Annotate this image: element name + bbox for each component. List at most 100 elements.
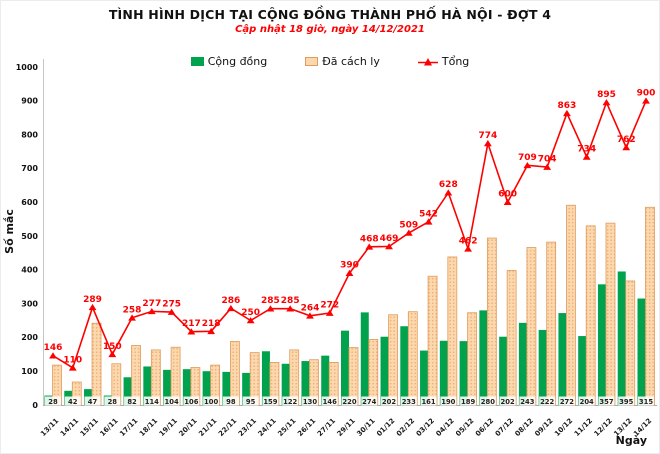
bar-cong-dong xyxy=(202,371,211,405)
bar-da-cach-ly xyxy=(348,347,359,406)
bar-da-cach-ly xyxy=(546,241,557,406)
x-tick-label: 12/12 xyxy=(593,417,614,438)
total-marker xyxy=(128,314,136,321)
x-tick-label: 14/11 xyxy=(59,417,80,438)
bar-da-cach-ly xyxy=(427,275,438,406)
total-value-label: 628 xyxy=(439,180,458,190)
total-marker xyxy=(286,305,295,312)
total-marker xyxy=(68,364,77,371)
total-value-label: 264 xyxy=(301,303,320,313)
bar-da-cach-ly xyxy=(486,237,497,406)
cong-dong-swatch-icon xyxy=(190,57,204,66)
y-tick-label: 0 xyxy=(32,401,38,410)
x-tick-label: 05/12 xyxy=(454,417,475,438)
community-label-bg xyxy=(400,396,417,406)
community-value-label: 202 xyxy=(501,398,515,406)
bar-cong-dong xyxy=(578,336,587,405)
community-label-bg xyxy=(163,396,180,406)
total-value-label: 285 xyxy=(261,296,280,306)
tong-line-marker-icon xyxy=(417,57,438,65)
y-tick-label: 100 xyxy=(21,367,38,376)
total-value-label: 734 xyxy=(577,144,596,154)
total-marker xyxy=(622,144,631,151)
legend-label: Cộng đồng xyxy=(207,55,268,68)
total-value-label: 542 xyxy=(419,209,438,219)
x-tick-label: 08/12 xyxy=(514,417,535,438)
y-tick-label: 600 xyxy=(21,198,38,207)
bar-da-cach-ly xyxy=(625,280,636,406)
x-tick-label: 02/12 xyxy=(395,417,416,438)
community-value-label: 161 xyxy=(421,398,435,406)
community-value-label: 190 xyxy=(441,398,455,406)
x-tick-label: 21/11 xyxy=(197,417,218,438)
total-value-label: 704 xyxy=(538,155,557,165)
community-value-label: 222 xyxy=(540,398,554,406)
total-marker xyxy=(167,308,176,315)
x-tick-label: 22/11 xyxy=(217,417,238,438)
y-tick-label: 300 xyxy=(21,299,38,308)
legend-label: Tổng xyxy=(441,55,470,68)
bar-cong-dong xyxy=(341,330,349,405)
community-value-label: 95 xyxy=(246,398,256,406)
bar-cong-dong xyxy=(558,313,567,405)
x-tick-label: 09/12 xyxy=(533,417,554,438)
page-title: TÌNH HÌNH DỊCH TẠI CỘNG ĐỒNG THÀNH PHỐ H… xyxy=(108,7,552,22)
x-tick-label: 23/11 xyxy=(237,417,258,438)
x-tick-label: 11/12 xyxy=(573,417,594,438)
x-axis-title: Ngày xyxy=(615,434,647,447)
bar-cong-dong xyxy=(143,366,152,405)
community-value-label: 100 xyxy=(204,398,218,406)
community-label-bg xyxy=(64,396,81,406)
total-marker xyxy=(483,139,492,147)
x-tick-label: 04/12 xyxy=(435,417,456,438)
total-value-label: 218 xyxy=(202,319,221,329)
total-marker xyxy=(464,245,472,252)
bar-cong-dong xyxy=(242,372,251,405)
bar-cong-dong xyxy=(459,341,468,405)
total-marker xyxy=(503,198,512,205)
x-tick-label: 07/12 xyxy=(494,417,515,438)
community-value-label: 104 xyxy=(164,398,178,406)
total-value-label: 146 xyxy=(44,343,63,353)
bar-da-cach-ly xyxy=(605,222,616,406)
x-tick-label: 26/11 xyxy=(296,417,317,438)
bar-cong-dong xyxy=(597,284,606,405)
community-value-label: 280 xyxy=(481,398,495,406)
total-value-label: 289 xyxy=(83,295,102,305)
y-tick-label: 700 xyxy=(21,164,38,173)
community-value-label: 28 xyxy=(48,398,58,406)
community-value-label: 42 xyxy=(68,398,78,406)
bar-cong-dong xyxy=(163,369,172,405)
total-value-label: 110 xyxy=(63,355,82,365)
bar-da-cach-ly xyxy=(388,314,398,406)
y-tick-label: 800 xyxy=(21,130,38,139)
total-value-label: 509 xyxy=(399,220,418,230)
x-tick-label: 01/12 xyxy=(375,417,396,438)
total-value-label: 217 xyxy=(182,319,201,329)
total-line xyxy=(52,100,647,370)
y-tick-label: 200 xyxy=(21,333,38,342)
community-value-label: 159 xyxy=(263,398,277,406)
x-tick-label: 20/11 xyxy=(178,417,199,438)
total-value-label: 462 xyxy=(459,236,478,246)
total-value-label: 468 xyxy=(360,234,379,244)
bar-cong-dong xyxy=(301,361,310,405)
total-marker xyxy=(642,97,650,104)
community-value-label: 272 xyxy=(560,398,574,406)
total-value-label: 285 xyxy=(281,296,300,306)
community-label-bg xyxy=(341,396,358,406)
community-label-bg xyxy=(440,396,457,406)
bar-cong-dong xyxy=(420,350,429,405)
x-tick-label: 15/11 xyxy=(79,417,100,438)
community-label-bg xyxy=(104,396,121,406)
total-marker xyxy=(147,307,156,315)
x-tick-label: 17/11 xyxy=(118,417,139,438)
community-value-label: 202 xyxy=(382,398,396,406)
bar-da-cach-ly xyxy=(526,247,537,406)
bar-da-cach-ly xyxy=(645,206,655,406)
total-marker xyxy=(424,218,433,225)
total-marker xyxy=(582,153,591,160)
community-label-bg xyxy=(420,396,437,406)
bar-cong-dong xyxy=(400,326,409,405)
community-value-label: 130 xyxy=(303,398,317,406)
